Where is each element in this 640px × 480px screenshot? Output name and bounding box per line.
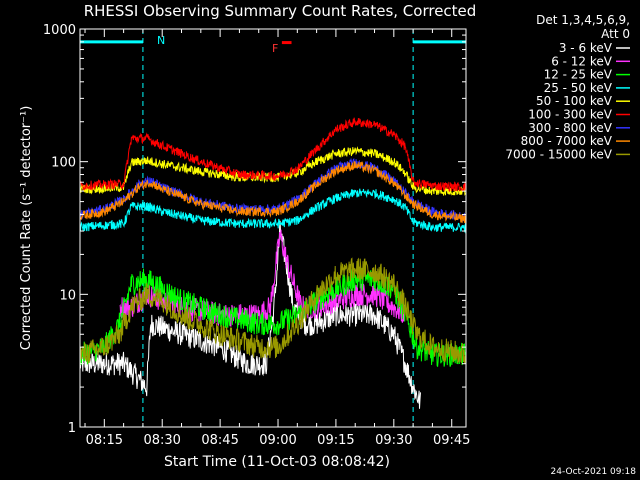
- legend-item-label: 800 - 7000 keV: [521, 134, 613, 148]
- x-tick-label: 09:00: [259, 433, 296, 448]
- series-group: [79, 117, 467, 409]
- legend-item-label: 50 - 100 keV: [536, 94, 613, 108]
- legend-item-label: 6 - 12 keV: [551, 54, 613, 68]
- n-flag-label: N: [157, 34, 165, 47]
- y-tick-label: 1: [68, 421, 76, 436]
- series-line-3: [79, 188, 467, 234]
- legend-header-line2: Att 0: [601, 27, 630, 41]
- legend-item-label: 3 - 6 keV: [559, 41, 613, 55]
- series-line-4: [79, 146, 466, 196]
- x-tick-label: 09:45: [433, 433, 470, 448]
- legend-header-line1: Det 1,3,4,5,6,9,: [536, 13, 630, 27]
- y-tick-label: 1000: [43, 23, 76, 38]
- x-tick-label: 08:30: [143, 433, 180, 448]
- axes-group: 08:15 08:30 08:45 09:00 09:15 09:30 09:45 1 10 10…: [43, 23, 471, 448]
- x-tick-label: 09:15: [317, 433, 354, 448]
- f-flag-label: F: [272, 42, 278, 55]
- timestamp: 24-Oct-2021 09:18: [551, 467, 637, 477]
- y-tick-label: 10: [59, 288, 76, 303]
- series-line-0: [79, 220, 421, 409]
- legend-item-label: 100 - 300 keV: [528, 108, 612, 122]
- series-line-5: [79, 117, 467, 192]
- legend-item-label: 25 - 50 keV: [544, 81, 613, 95]
- x-tick-label: 08:15: [86, 433, 123, 448]
- legend-item-label: 12 - 25 keV: [544, 68, 613, 82]
- y-tick-label: 100: [51, 156, 76, 171]
- legend-item-label: 300 - 800 keV: [528, 121, 612, 135]
- series-line-8: [79, 257, 467, 366]
- series-line-7: [79, 160, 467, 224]
- legend-item-label: 7000 - 15000 keV: [505, 147, 612, 161]
- plot-frame: [79, 28, 467, 428]
- y-axis-label: Corrected Count Rate (s⁻¹ detector⁻¹): [19, 106, 34, 351]
- x-axis-label: Start Time (11-Oct-03 08:08:42): [164, 454, 390, 470]
- x-tick-label: 09:30: [375, 433, 412, 448]
- x-tick-label: 08:45: [201, 433, 238, 448]
- chart-title: RHESSI Observing Summary Count Rates, Co…: [84, 2, 477, 20]
